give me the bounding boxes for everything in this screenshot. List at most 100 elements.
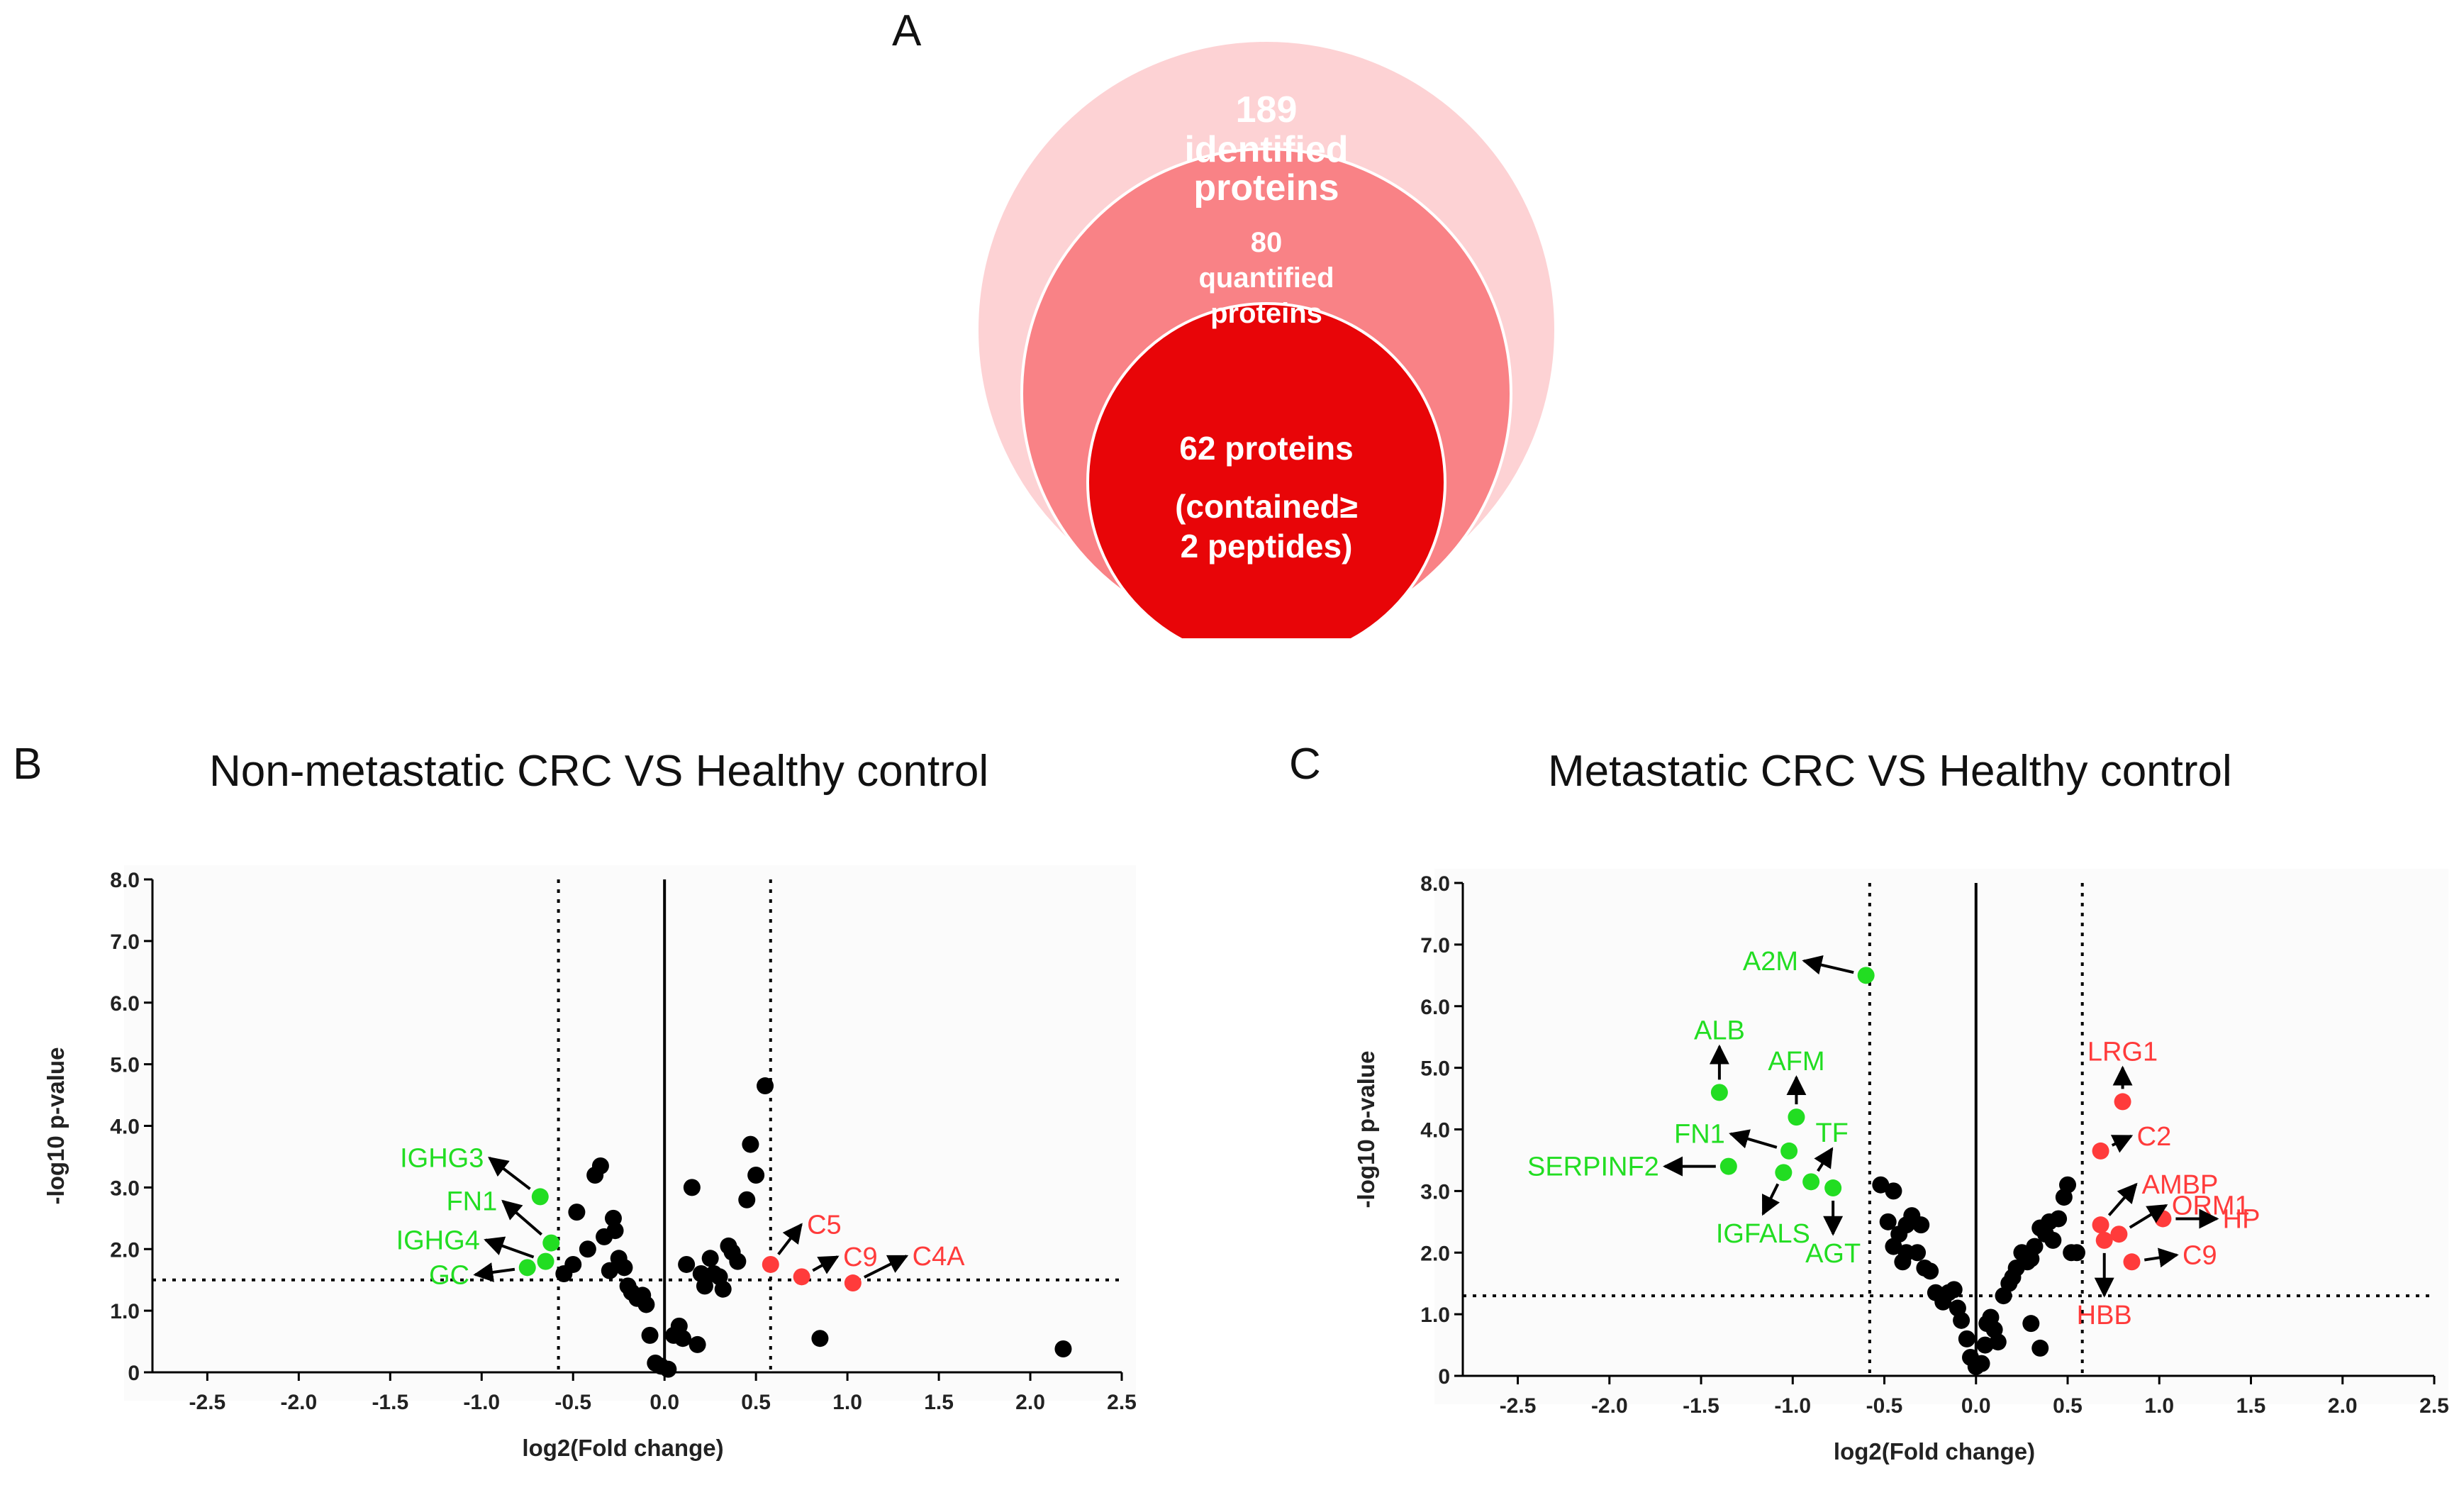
data-point-neutral [1958,1330,1975,1347]
data-point-neutral [579,1240,596,1258]
label-arrow [1729,1129,1778,1149]
data-point-neutral [729,1252,747,1270]
protein-label-down: AGT [1805,1239,1861,1269]
data-point-neutral [1885,1238,1902,1255]
data-point-neutral [1885,1182,1902,1200]
data-point-neutral [1945,1281,1963,1299]
x-tick-label: 2.5 [2419,1394,2449,1418]
inner-line1: 62 proteins [1179,430,1353,467]
data-point-neutral [811,1330,829,1347]
protein-label-up: LRG1 [2087,1037,2158,1067]
x-tick-label: -2.0 [280,1391,317,1414]
data-point-neutral [714,1280,732,1298]
protein-label-up: C5 [807,1211,842,1240]
data-point-neutral [1872,1176,1890,1194]
y-tick-label: 2.0 [110,1238,140,1262]
protein-label-up: C9 [843,1243,878,1272]
middle-count: 80 [1251,227,1283,258]
label-arrow [2129,1204,2168,1229]
label-arrow [1761,1183,1780,1216]
data-point-up [2092,1142,2109,1160]
data-point-neutral [1909,1244,1927,1262]
protein-label-down: A2M [1743,947,1798,977]
x-tick-label: 2.0 [2328,1394,2358,1418]
outer-line1: identified [1184,129,1348,170]
protein-label-down: ALB [1694,1016,1745,1046]
x-tick-label: 0.0 [1961,1394,1991,1418]
panel-a-letter: A [892,6,922,55]
data-point-neutral [2059,1176,2077,1194]
protein-label-up: C4A [913,1242,966,1272]
x-tick-label: -1.0 [1774,1394,1811,1418]
data-point-neutral [683,1179,701,1196]
y-tick-label: 7.0 [1420,934,1450,957]
protein-label-down: GC [429,1260,469,1290]
data-point-neutral [1879,1213,1897,1230]
data-point-up [2095,1231,2113,1249]
x-tick-label: -0.5 [554,1391,591,1414]
x-tick-label: 1.5 [924,1391,954,1414]
label-arrow [484,1236,535,1259]
data-point-down [1775,1164,1793,1182]
label-arrow [488,1156,531,1191]
data-point-neutral [637,1296,655,1313]
data-point-down [1802,1173,1820,1191]
data-point-neutral [2044,1231,2062,1249]
x-tick-label: 1.5 [2236,1394,2266,1418]
protein-label-up: HBB [2077,1301,2132,1330]
outer-count: 189 [1236,89,1298,130]
y-tick-label: 5.0 [110,1054,140,1077]
data-point-neutral [1973,1355,1990,1372]
data-point-neutral [689,1335,706,1353]
inner-line3: 2 peptides) [1181,528,1353,565]
data-point-up [762,1255,779,1273]
data-point-up [793,1268,810,1286]
x-axis-title: log2(Fold change) [1834,1438,2035,1465]
y-axis-title: -log10 p-value [43,1047,69,1205]
y-tick-label: 8.0 [110,869,140,892]
data-point-neutral [1989,1333,2007,1351]
x-tick-label: 2.5 [1107,1391,1137,1414]
x-tick-label: -1.5 [372,1391,408,1414]
protein-label-down: FN1 [1674,1120,1725,1150]
data-point-down [1857,967,1875,984]
protein-label-down: IGFALS [1716,1219,1810,1249]
label-arrow [2107,1182,2138,1216]
panel-b-letter: B [13,740,43,789]
data-point-neutral [615,1259,633,1277]
data-point-neutral [738,1191,756,1208]
protein-label-up: AMBP [2142,1170,2219,1200]
label-arrow [812,1255,840,1274]
volcano-plot-c: -2.5 -2.0 -1.5 -1.0 -0.5 0.0 0.5 1.0 1.5 2.0 2.5 0 1… [1353,869,2449,1465]
inner-line2: (contained≥ [1175,488,1358,525]
data-point-neutral [659,1360,677,1378]
label-arrow [1814,1147,1834,1172]
data-point-down [542,1234,560,1252]
y-axis-title: -log10 p-value [1353,1051,1379,1208]
y-tick-label: 0 [128,1362,140,1385]
data-point-down [518,1259,536,1277]
y-tick-label: 3.0 [1420,1180,1450,1204]
x-axis-title: log2(Fold change) [522,1435,723,1461]
volcano-plot-b: -2.5 -2.0 -1.5 -1.0 -0.5 0.0 0.5 1.0 1.5 2.0 2.5 0 1… [43,865,1137,1461]
inner-circle [1086,302,1446,638]
data-point-up [844,1274,862,1292]
protein-label-up: HP [2223,1204,2260,1234]
data-point-neutral [591,1157,609,1174]
y-tick-label: 7.0 [110,930,140,954]
middle-line1: quantified [1198,262,1334,294]
x-tick-label: 0.0 [650,1391,679,1414]
y-tick-label: 1.0 [1420,1304,1450,1327]
data-point-neutral [674,1330,691,1347]
data-point-neutral [2022,1315,2040,1333]
data-point-neutral [1054,1340,1072,1357]
data-point-neutral [1912,1216,1930,1234]
data-point-up [2114,1093,2131,1111]
x-tick-label: -2.0 [1591,1394,1628,1418]
label-arrow [501,1199,542,1236]
data-point-down [1710,1084,1728,1101]
protein-label-down: IGHG4 [396,1226,480,1255]
protein-label-down: IGHG3 [400,1144,484,1174]
data-point-neutral [2050,1210,2068,1228]
data-point-up [2092,1216,2109,1234]
